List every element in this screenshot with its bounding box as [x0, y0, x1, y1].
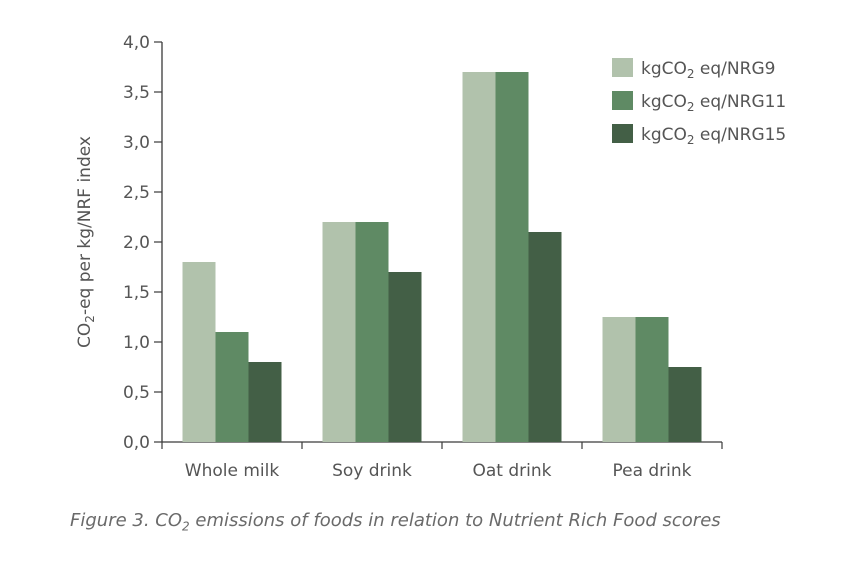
bar: [668, 367, 702, 442]
legend-swatch: [612, 91, 633, 110]
bar: [528, 232, 562, 442]
caption-suffix: emissions of foods in relation to Nutrie…: [189, 510, 721, 531]
x-axis: Whole milk Soy drink Oat drink Pea drink: [161, 441, 723, 481]
caption-prefix: Figure 3. CO: [70, 510, 183, 531]
legend-label: kgCO2 eq/NRG11: [641, 92, 786, 114]
y-tick-label: 4,0: [123, 33, 150, 53]
y-tick-label: 2,5: [123, 183, 150, 203]
bar: [215, 332, 249, 442]
legend-swatch: [612, 124, 633, 143]
y-tick-label: 1,0: [123, 333, 150, 353]
y-axis: 0,0 0,5 1,0 1,5 2,0 2,5 3,0 3,5 4,0: [123, 33, 163, 453]
legend-swatch: [612, 58, 633, 77]
legend-label: kgCO2 eq/NRG9: [641, 59, 775, 81]
y-axis-title: CO2-eq per kg/NRF index: [75, 136, 97, 348]
caption-subscript: 2: [182, 519, 190, 534]
bar: [248, 362, 282, 442]
bar-chart: CO2-eq per kg/NRF index 0,0 0,5 1,0 1,5 2,0 2…: [75, 33, 786, 481]
bar: [355, 222, 389, 442]
bar: [495, 72, 529, 442]
bars: [182, 72, 702, 442]
y-axis-label: CO2-eq per kg/NRF index: [75, 136, 97, 348]
y-tick-label: 1,5: [123, 283, 150, 303]
bar: [635, 317, 669, 442]
y-tick-label: 2,0: [123, 233, 150, 253]
x-tick-label: Soy drink: [332, 461, 412, 481]
legend: kgCO2 eq/NRG9 kgCO2 eq/NRG11 kgCO2 eq/NRG1…: [612, 58, 786, 147]
bar: [602, 317, 636, 442]
x-tick-label: Pea drink: [612, 461, 691, 481]
y-tick-label: 0,0: [123, 433, 150, 453]
bar: [322, 222, 356, 442]
bar: [182, 262, 216, 442]
y-tick-label: 3,5: [123, 83, 150, 103]
bar: [462, 72, 496, 442]
x-tick-label: Oat drink: [473, 461, 552, 481]
legend-label: kgCO2 eq/NRG15: [641, 125, 786, 147]
x-tick-label: Whole milk: [185, 461, 280, 481]
figure-caption: Figure 3. CO2 emissions of foods in rela…: [70, 510, 721, 534]
bar: [388, 272, 422, 442]
y-tick-label: 0,5: [123, 383, 150, 403]
y-tick-label: 3,0: [123, 133, 150, 153]
